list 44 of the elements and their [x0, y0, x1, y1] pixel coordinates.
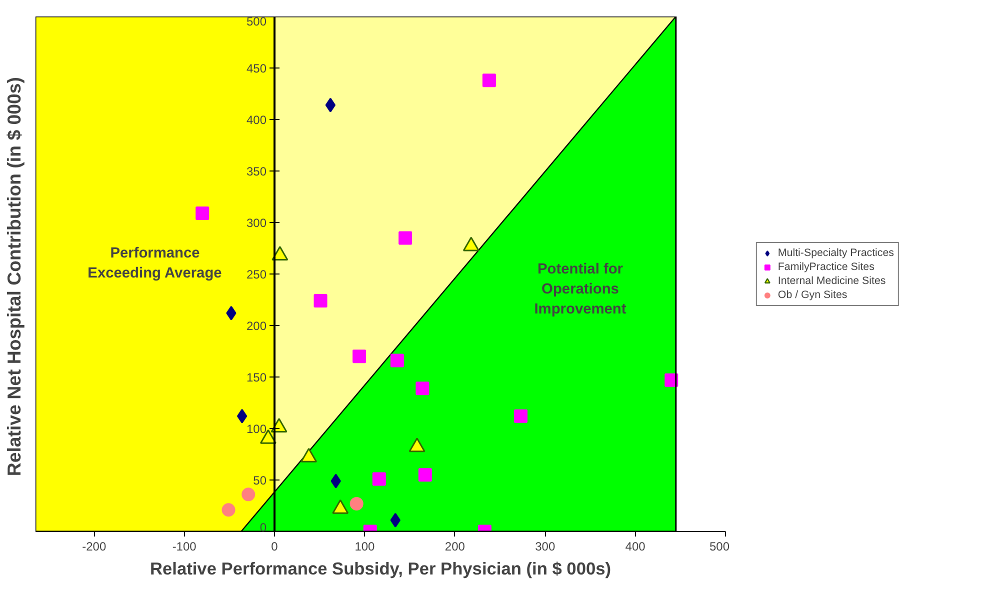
x-tick-label: -200 [82, 540, 106, 554]
x-tick-label: 0 [271, 540, 278, 554]
legend-label: Internal Medicine Sites [778, 274, 886, 286]
x-tick-label: 300 [535, 540, 556, 554]
point [330, 474, 341, 488]
point [398, 231, 412, 245]
legend-label: FamilyPractice Sites [778, 260, 874, 272]
x-tick-label: -100 [172, 540, 197, 554]
point [418, 468, 432, 482]
point [390, 354, 404, 368]
point [350, 496, 364, 510]
point [514, 409, 528, 423]
y-tick-label: 150 [246, 370, 267, 384]
x-tick-label: 400 [625, 540, 646, 554]
y-tick-label: 50 [253, 474, 267, 488]
legend-label: Multi-Specialty Practices [778, 246, 894, 258]
x-tick-label: 500 [709, 540, 730, 554]
point [390, 512, 400, 528]
x-tick-label: 200 [444, 540, 466, 554]
y-tick-label: 500 [246, 14, 267, 28]
y-tick-label: 200 [246, 319, 267, 333]
x-axis-title: Relative Performance Subsidy, Per Physician (in $ 000s) [150, 558, 611, 578]
y-tick-label: 450 [246, 62, 267, 76]
point [482, 74, 496, 88]
point [416, 382, 430, 396]
y-tick-label: 300 [246, 216, 267, 230]
y-tick-label: 100 [246, 422, 267, 436]
point [226, 306, 236, 320]
point [222, 503, 236, 517]
point [242, 488, 256, 502]
annotation: Performance Exceeding Average [88, 246, 222, 282]
annotation: Potential for Operations Improvement [534, 261, 626, 318]
y-tick-label: 250 [246, 268, 267, 282]
y-tick-label: 400 [246, 113, 267, 127]
y-axis-title: Relative Net Hospital Contribution (in $ 000s) [4, 77, 24, 476]
point [352, 350, 366, 364]
point [236, 408, 248, 424]
x-tick-label: 100 [354, 540, 376, 554]
point [325, 98, 336, 112]
legend-label: Ob / Gyn Sites [778, 288, 848, 300]
y-tick-label: 350 [246, 164, 267, 178]
point [372, 472, 386, 486]
point [196, 206, 210, 220]
point [314, 294, 328, 308]
